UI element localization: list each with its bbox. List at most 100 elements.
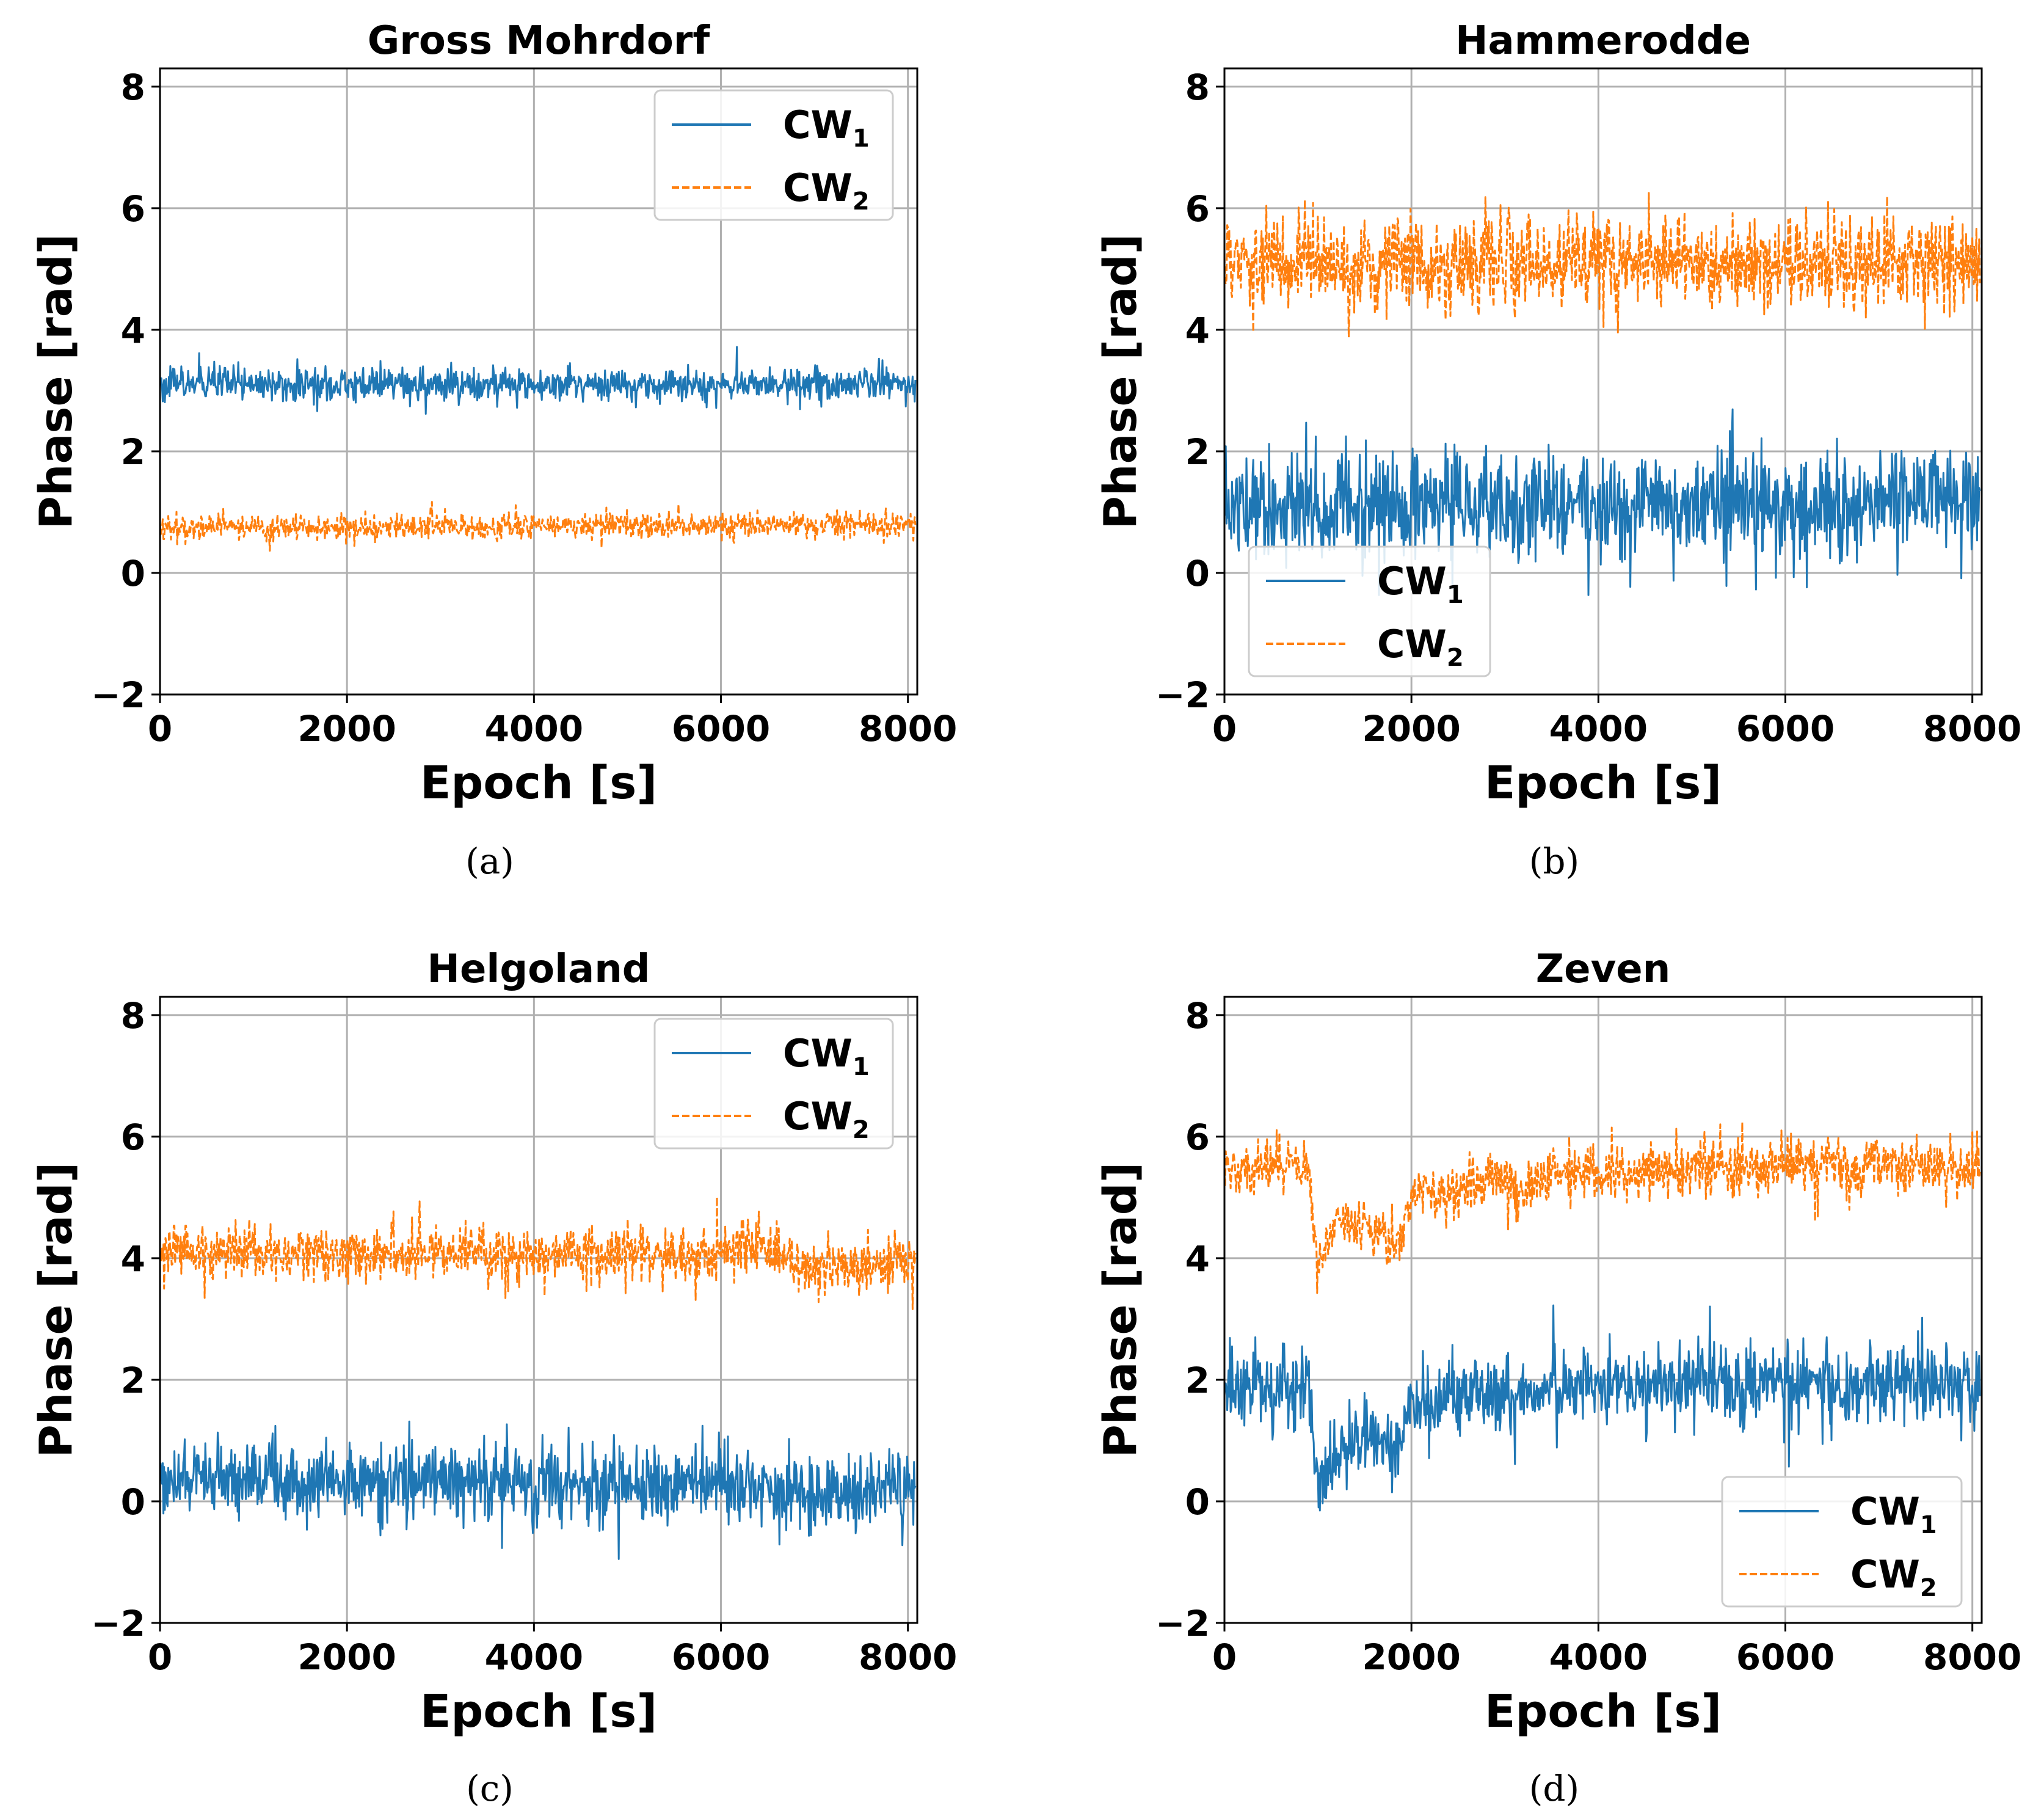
legend-label-subscript: 2 [853, 188, 870, 216]
x-tick-label: 0 [148, 708, 172, 749]
legend-label-subscript: 2 [1920, 1574, 1937, 1602]
panel-2: 0 2000 4000 6000 800086420−2HammeroddeEpoch … [1094, 18, 2021, 882]
y-tick-label: −2 [1155, 1603, 1210, 1644]
x-tick-label: 0 [1212, 708, 1237, 749]
legend-label-base: CW [783, 166, 853, 210]
legend-label-base: CW [783, 1094, 853, 1139]
series-line-cw1 [1224, 1304, 1981, 1512]
y-tick-label: 8 [121, 995, 145, 1037]
y-tick-label: 2 [121, 431, 145, 473]
legend-label-base: CW [783, 1031, 853, 1076]
y-tick-label: 8 [121, 67, 145, 108]
chart-title: Zeven [1536, 947, 1671, 992]
x-tick-label: 4000 [1549, 1636, 1648, 1678]
legend-label-2: CW2 [1377, 622, 1464, 672]
x-axis-label: Epoch [s] [1485, 1685, 1722, 1738]
legend-label-base: CW [783, 103, 853, 147]
series-group [160, 346, 917, 552]
y-tick-label: 4 [121, 310, 145, 351]
y-tick-label: 6 [121, 1117, 145, 1158]
series-line-cw2 [160, 501, 917, 552]
x-axis-label: Epoch [s] [420, 1685, 657, 1738]
x-tick-label: 2000 [297, 1636, 396, 1678]
legend-label-base: CW [1377, 559, 1447, 603]
legend-label-2: CW2 [1850, 1552, 1937, 1602]
y-axis-label: Phase [rad] [30, 234, 82, 530]
x-tick-label: 8000 [859, 1636, 957, 1678]
series-group [1224, 1121, 1981, 1512]
x-tick-label: 6000 [672, 1636, 770, 1678]
y-tick-label: −2 [91, 674, 145, 716]
x-tick-label: 8000 [1923, 708, 2021, 749]
chart-title: Gross Mohrdorf [368, 18, 711, 64]
y-tick-label: 0 [121, 553, 145, 594]
series-group [160, 1195, 917, 1560]
legend-label-1: CW1 [783, 103, 870, 153]
x-axis-label: Epoch [s] [1485, 757, 1722, 809]
x-tick-label: 6000 [672, 708, 770, 749]
x-tick-label: 0 [1212, 1636, 1237, 1678]
y-tick-label: 6 [121, 188, 145, 230]
y-tick-label: 2 [121, 1360, 145, 1401]
legend-label-base: CW [1850, 1552, 1920, 1597]
x-axis-label: Epoch [s] [420, 757, 657, 809]
legend-label-subscript: 2 [1447, 644, 1464, 672]
panel-caption: (b) [1529, 840, 1579, 882]
y-tick-label: 2 [1185, 431, 1210, 473]
axes-frame [159, 67, 918, 696]
y-tick-label: 4 [121, 1238, 145, 1280]
x-tick-label: 8000 [859, 708, 957, 749]
y-axis-label: Phase [rad] [30, 1162, 82, 1458]
legend-label-1: CW1 [1850, 1489, 1937, 1539]
series-group [1224, 192, 1981, 596]
x-tick-label: 0 [148, 1636, 172, 1678]
x-tick-label: 6000 [1736, 708, 1835, 749]
y-axis-label: Phase [rad] [1094, 1162, 1147, 1458]
panel-caption: (a) [465, 840, 514, 882]
x-tick-label: 2000 [1362, 1636, 1460, 1678]
x-tick-label: 4000 [485, 708, 583, 749]
series-line-cw1 [1224, 408, 1981, 596]
axes-frame [159, 996, 918, 1624]
legend-label-subscript: 1 [853, 1053, 870, 1081]
axes-frame [1223, 996, 1983, 1624]
y-tick-label: 8 [1185, 67, 1210, 108]
axes-frame [1223, 67, 1983, 696]
legend-label-base: CW [1850, 1489, 1920, 1534]
y-tick-label: 0 [121, 1481, 145, 1523]
y-tick-label: −2 [91, 1603, 145, 1644]
y-tick-label: −2 [1155, 674, 1210, 716]
legend-label-2: CW2 [783, 1094, 870, 1144]
legend-label-subscript: 1 [1447, 581, 1464, 609]
legend-label-1: CW1 [783, 1031, 870, 1081]
x-tick-label: 4000 [1549, 708, 1648, 749]
y-tick-label: 6 [1185, 1117, 1210, 1158]
y-tick-label: 0 [1185, 553, 1210, 594]
legend-label-2: CW2 [783, 166, 870, 216]
series-line-cw2 [160, 1195, 917, 1310]
y-axis-label: Phase [rad] [1094, 234, 1147, 530]
series-line-cw1 [160, 346, 917, 415]
series-line-cw2 [1224, 1121, 1981, 1294]
legend-label-subscript: 1 [1920, 1511, 1937, 1539]
x-tick-label: 2000 [1362, 708, 1460, 749]
panel-caption: (d) [1529, 1768, 1579, 1809]
legend-label-base: CW [1377, 622, 1447, 666]
y-tick-label: 8 [1185, 995, 1210, 1037]
chart-title: Helgoland [427, 947, 650, 992]
legend-label-subscript: 2 [853, 1116, 870, 1144]
y-tick-label: 6 [1185, 188, 1210, 230]
legend-label-subscript: 1 [853, 125, 870, 153]
panel-caption: (c) [466, 1768, 514, 1809]
series-line-cw1 [160, 1420, 917, 1560]
series-line-cw2 [1224, 192, 1981, 338]
y-tick-label: 4 [1185, 1238, 1210, 1280]
